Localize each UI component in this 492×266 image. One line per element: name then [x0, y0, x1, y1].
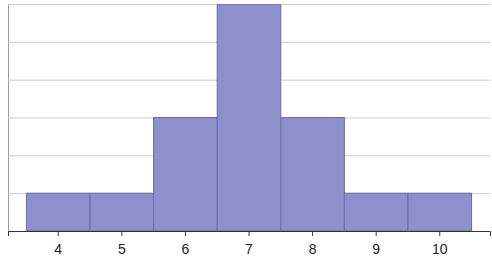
x-tick-label: 9	[372, 241, 380, 257]
x-tick-mark	[312, 231, 313, 236]
x-tick-label: 10	[432, 241, 448, 257]
x-tick: 6	[182, 231, 190, 257]
bar	[154, 118, 218, 232]
x-tick-mark	[121, 231, 122, 236]
x-tick: 7	[245, 231, 253, 257]
bar	[217, 4, 281, 231]
x-axis-line	[9, 232, 491, 237]
x-tick-mark	[376, 231, 377, 236]
x-tick-label: 7	[245, 241, 253, 257]
bar	[344, 193, 408, 231]
x-tick: 4	[54, 231, 62, 257]
x-tick-mark	[249, 231, 250, 236]
x-tick: 10	[432, 231, 448, 257]
x-tick: 5	[118, 231, 126, 257]
y-axis-line	[9, 5, 491, 232]
bar	[90, 193, 154, 231]
x-tick-mark	[185, 231, 186, 236]
bar	[281, 118, 345, 232]
x-tick-mark	[439, 231, 440, 236]
chart: 4 5 6 7 8 9 10	[0, 0, 492, 266]
x-tick: 9	[372, 231, 380, 257]
x-tick: 8	[309, 231, 317, 257]
bars	[26, 4, 471, 231]
x-tick-mark	[58, 231, 59, 236]
x-tick-label: 6	[182, 241, 190, 257]
y-axis	[8, 5, 490, 232]
x-tick-label: 4	[54, 241, 62, 257]
x-tick-label: 8	[309, 241, 317, 257]
bar	[408, 193, 472, 231]
x-axis: 4 5 6 7 8 9 10	[9, 231, 491, 257]
x-tick-label: 5	[118, 241, 126, 257]
bar	[26, 193, 90, 231]
